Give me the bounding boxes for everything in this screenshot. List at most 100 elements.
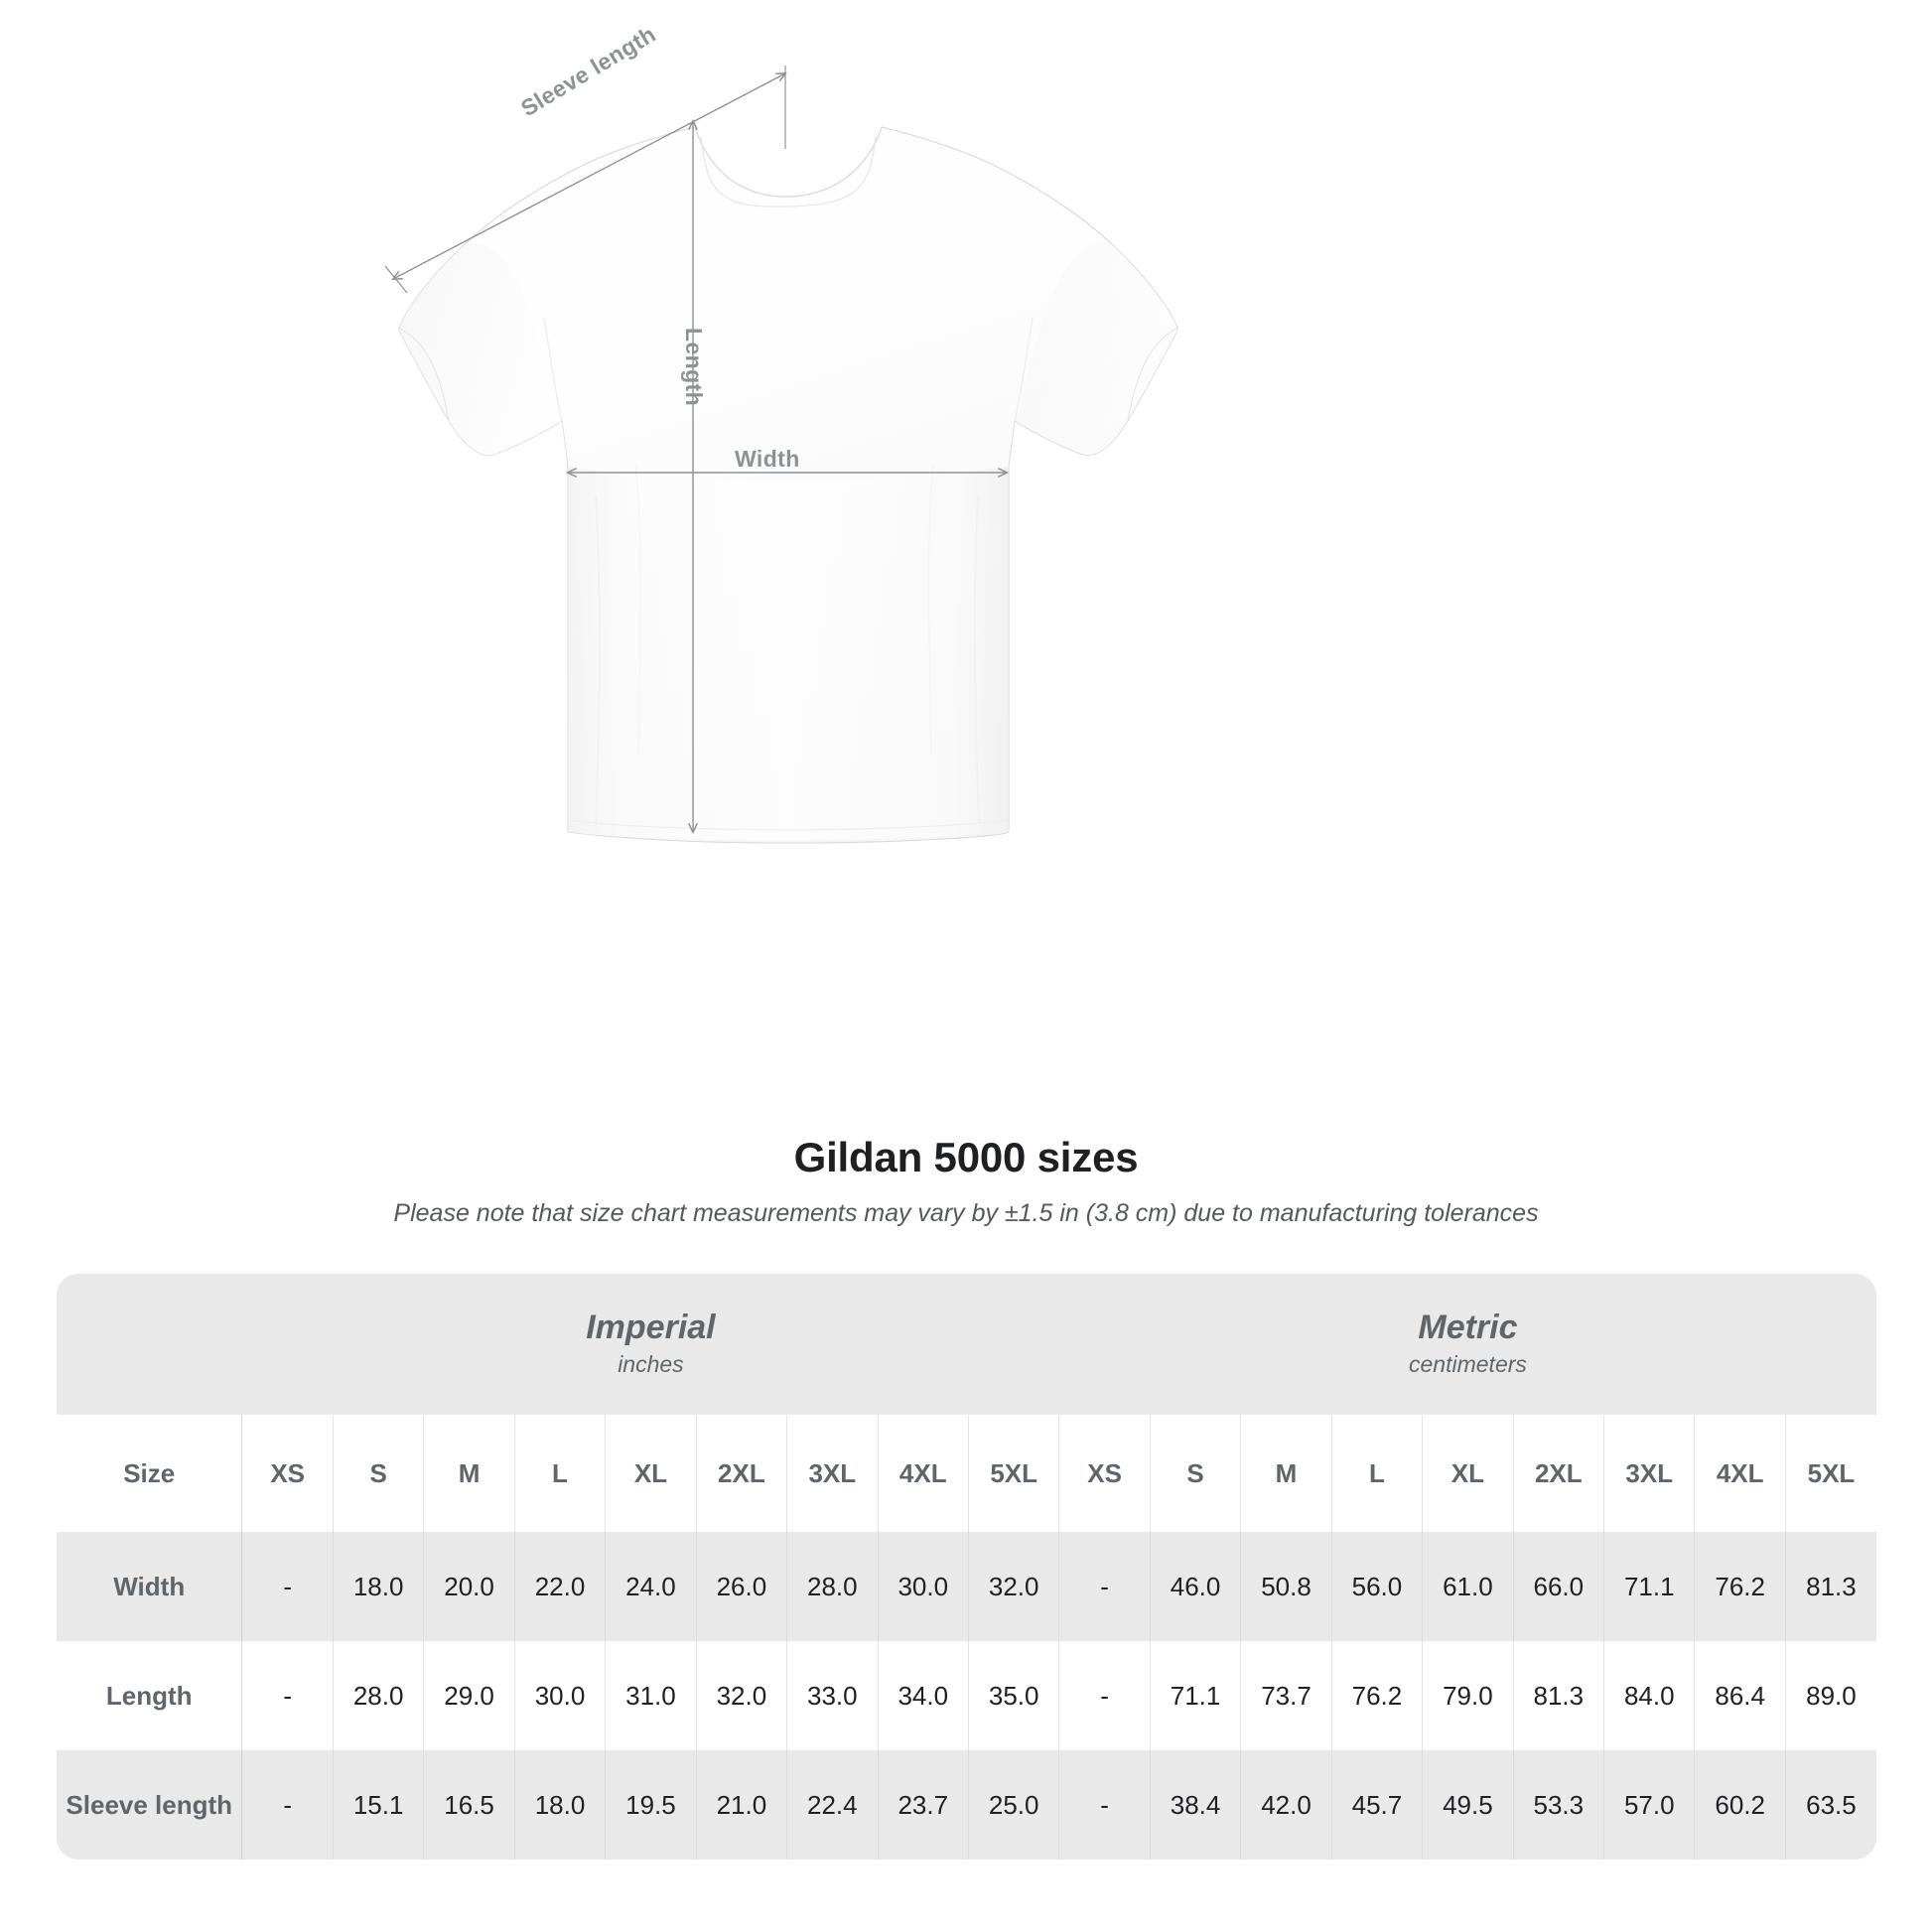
size-column-header: Size [57,1415,243,1532]
size-header-metric-2xl: 2XL [1513,1415,1605,1532]
cell-width-metric-4xl: 76.2 [1694,1532,1786,1641]
size-header-imperial-l: L [514,1415,607,1532]
cell-width-imperial-l: 22.0 [514,1532,607,1641]
cell-sleeve-length-metric-l: 45.7 [1331,1750,1424,1860]
cell-sleeve-length-imperial-xs: - [241,1750,334,1860]
cell-sleeve-length-metric-4xl: 60.2 [1694,1750,1786,1860]
cell-width-imperial-4xl: 30.0 [878,1532,969,1641]
size-header-imperial-4xl: 4XL [878,1415,969,1532]
cell-width-imperial-xl: 24.0 [605,1532,697,1641]
cell-length-imperial-xs: - [241,1641,334,1750]
unit-name: Metric [1418,1308,1518,1346]
cell-sleeve-length-metric-2xl: 53.3 [1513,1750,1605,1860]
cell-width-imperial-xs: - [241,1532,334,1641]
cell-sleeve-length-metric-3xl: 57.0 [1603,1750,1696,1860]
cell-length-metric-2xl: 81.3 [1513,1641,1605,1750]
cell-length-metric-xl: 79.0 [1422,1641,1514,1750]
size-header-metric-5xl: 5XL [1785,1415,1876,1532]
cell-width-metric-3xl: 71.1 [1603,1532,1696,1641]
cell-sleeve-length-metric-xs: - [1058,1750,1151,1860]
cell-width-metric-xs: - [1058,1532,1151,1641]
unit-group-imperial: Imperial inches [241,1274,1059,1415]
table-row: Length -28.0 29.0 30.0 31.0 32.0 33.0 34.0 35.0-… [57,1641,1876,1750]
cell-sleeve-length-metric-5xl: 63.5 [1785,1750,1876,1860]
cell-sleeve-length-metric-s: 38.4 [1150,1750,1242,1860]
size-header-imperial-5xl: 5XL [968,1415,1060,1532]
cell-width-metric-5xl: 81.3 [1785,1532,1876,1641]
table-row: Sleeve length -15.1 16.5 18.0 19.5 21.0 22.4 23… [57,1750,1876,1860]
cell-length-metric-xs: - [1058,1641,1151,1750]
cell-sleeve-length-imperial-2xl: 21.0 [696,1750,788,1860]
cell-length-imperial-l: 30.0 [514,1641,607,1750]
size-header-imperial-3xl: 3XL [786,1415,879,1532]
size-chart-table: Imperial inches Metric centimeters Size XS S M L… [57,1274,1876,1860]
cell-width-metric-2xl: 66.0 [1513,1532,1605,1641]
tshirt-diagram: Sleeve length Length Width [384,21,1178,844]
table-row: Width -18.0 20.0 22.0 24.0 26.0 28.0 30.0 32.0-4… [57,1532,1876,1641]
cell-sleeve-length-metric-xl: 49.5 [1422,1750,1514,1860]
cell-length-metric-l: 76.2 [1331,1641,1424,1750]
measurement-guides [384,66,1007,832]
row-label-width: Width [57,1532,243,1641]
cell-length-imperial-s: 28.0 [333,1641,425,1750]
cell-sleeve-length-imperial-5xl: 25.0 [968,1750,1060,1860]
size-header-imperial-xl: XL [605,1415,697,1532]
cell-length-imperial-2xl: 32.0 [696,1641,788,1750]
page-subtitle: Please note that size chart measurements… [393,1199,1539,1228]
cell-length-imperial-4xl: 34.0 [878,1641,969,1750]
size-header-imperial-m: M [423,1415,515,1532]
size-header-metric-4xl: 4XL [1694,1415,1786,1532]
cell-sleeve-length-imperial-s: 15.1 [333,1750,425,1860]
cell-sleeve-length-imperial-l: 18.0 [514,1750,607,1860]
row-label-length: Length [57,1641,243,1750]
size-header-row: Size XS S M L XL 2XL 3XL 4XL 5XL XS S M L XL 2XL 3XL 4XL 5… [57,1415,1876,1532]
cell-width-metric-m: 50.8 [1240,1532,1332,1641]
unit-subtitle: centimeters [1409,1351,1527,1378]
cell-width-imperial-s: 18.0 [333,1532,425,1641]
unit-band-row: Imperial inches Metric centimeters [57,1274,1876,1415]
unit-subtitle: inches [618,1351,684,1378]
cell-width-imperial-3xl: 28.0 [786,1532,879,1641]
tshirt-shape [398,126,1178,844]
cell-length-imperial-xl: 31.0 [605,1641,697,1750]
row-label-sleeve-length: Sleeve length [57,1750,243,1860]
title-block: Gildan 5000 sizes Please note that size … [0,1134,1932,1228]
cell-sleeve-length-imperial-m: 16.5 [423,1750,515,1860]
cell-width-metric-l: 56.0 [1331,1532,1424,1641]
cell-length-metric-5xl: 89.0 [1785,1641,1876,1750]
cell-length-metric-s: 71.1 [1150,1641,1242,1750]
cell-length-imperial-3xl: 33.0 [786,1641,879,1750]
tshirt-illustration [384,66,1178,844]
size-header-imperial-xs: XS [241,1415,334,1532]
size-header-metric-m: M [1240,1415,1332,1532]
size-header-metric-l: L [1331,1415,1424,1532]
page-title: Gildan 5000 sizes [793,1134,1139,1180]
cell-sleeve-length-imperial-3xl: 22.4 [786,1750,879,1860]
unit-band-spacer [57,1274,242,1415]
size-header-metric-s: S [1150,1415,1242,1532]
cell-width-imperial-2xl: 26.0 [696,1532,788,1641]
size-table: Imperial inches Metric centimeters Size XS S M L… [57,1274,1876,1860]
unit-name: Imperial [586,1308,716,1346]
cell-length-metric-m: 73.7 [1240,1641,1332,1750]
width-label: Width [735,446,800,472]
cell-width-imperial-m: 20.0 [423,1532,515,1641]
cell-width-imperial-5xl: 32.0 [968,1532,1060,1641]
length-label: Length [681,328,707,407]
cell-width-metric-s: 46.0 [1150,1532,1242,1641]
sleeve-length-arrow [393,73,785,279]
cell-sleeve-length-metric-m: 42.0 [1240,1750,1332,1860]
size-header-imperial-s: S [333,1415,425,1532]
size-header-imperial-2xl: 2XL [696,1415,788,1532]
unit-group-metric: Metric centimeters [1058,1274,1876,1415]
cell-sleeve-length-imperial-4xl: 23.7 [878,1750,969,1860]
cell-length-metric-4xl: 86.4 [1694,1641,1786,1750]
cell-length-metric-3xl: 84.0 [1603,1641,1696,1750]
size-header-metric-3xl: 3XL [1603,1415,1696,1532]
cell-sleeve-length-imperial-xl: 19.5 [605,1750,697,1860]
size-header-metric-xl: XL [1422,1415,1514,1532]
cell-length-imperial-m: 29.0 [423,1641,515,1750]
cell-width-metric-xl: 61.0 [1422,1532,1514,1641]
sleeve-cuff-tick [384,265,408,294]
size-header-metric-xs: XS [1058,1415,1151,1532]
